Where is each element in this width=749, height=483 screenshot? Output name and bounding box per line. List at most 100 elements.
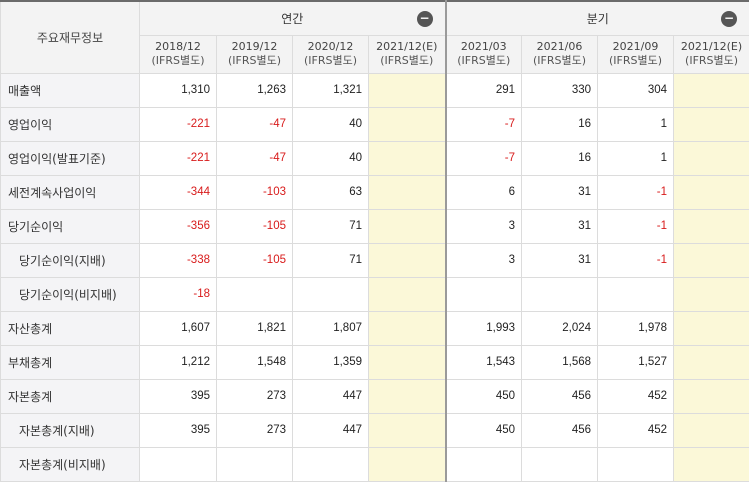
row-label: 당기순이익(비지배) bbox=[0, 276, 140, 312]
period-date: 2018/12 bbox=[155, 40, 201, 53]
row-label: 자본총계(비지배) bbox=[0, 446, 140, 482]
table-row: 당기순이익 -356 -105 71 3 31 -1 bbox=[0, 208, 749, 244]
quarterly-period-header: 2021/06 (IFRS별도) bbox=[521, 34, 599, 74]
annual-value-cell: 1,212 bbox=[139, 344, 217, 380]
quarterly-value-cell bbox=[521, 446, 599, 482]
quarterly-value-cell: 16 bbox=[521, 140, 599, 176]
quarterly-value-cell: 304 bbox=[597, 72, 675, 108]
quarterly-value-cell: 452 bbox=[597, 412, 675, 448]
quarterly-value-cell: 330 bbox=[521, 72, 599, 108]
annual-value-cell: 1,321 bbox=[292, 72, 369, 108]
annual-value-cell bbox=[367, 106, 447, 142]
annual-value-cell: 40 bbox=[292, 106, 369, 142]
quarterly-period-header: 2021/09 (IFRS별도) bbox=[597, 34, 675, 74]
annual-value-cell: 40 bbox=[292, 140, 369, 176]
quarterly-value-cell: 31 bbox=[521, 242, 599, 278]
quarterly-value-cell bbox=[521, 276, 599, 312]
row-label: 당기순이익 bbox=[0, 208, 140, 244]
quarterly-value-cell bbox=[673, 140, 749, 176]
annual-value-cell: -338 bbox=[139, 242, 217, 278]
annual-value-cell bbox=[367, 276, 447, 312]
annual-value-cell: 447 bbox=[292, 412, 369, 448]
annual-value-cell: 273 bbox=[216, 378, 293, 414]
row-label: 영업이익(발표기준) bbox=[0, 140, 140, 176]
annual-value-cell bbox=[367, 378, 447, 414]
row-label: 당기순이익(지배) bbox=[0, 242, 140, 278]
row-label: 매출액 bbox=[0, 72, 140, 108]
quarterly-period-header: 2021/03 (IFRS별도) bbox=[444, 34, 523, 74]
period-date: 2021/12(E) bbox=[680, 40, 743, 53]
quarterly-value-cell bbox=[444, 446, 523, 482]
quarterly-value-cell bbox=[673, 412, 749, 448]
annual-value-cell bbox=[367, 412, 447, 448]
annual-value-cell bbox=[367, 310, 447, 346]
table-row: 당기순이익(지배) -338 -105 71 3 31 -1 bbox=[0, 242, 749, 278]
row-label: 영업이익 bbox=[0, 106, 140, 142]
annual-value-cell bbox=[367, 446, 447, 482]
annual-value-cell: 273 bbox=[216, 412, 293, 448]
annual-value-cell: 71 bbox=[292, 242, 369, 278]
annual-value-cell: 1,548 bbox=[216, 344, 293, 380]
quarterly-value-cell: 1,993 bbox=[444, 310, 523, 346]
row-label: 자본총계(지배) bbox=[0, 412, 140, 448]
quarterly-value-cell bbox=[673, 446, 749, 482]
annual-value-cell: 395 bbox=[139, 378, 217, 414]
quarterly-value-cell: 2,024 bbox=[521, 310, 599, 346]
annual-value-cell: -221 bbox=[139, 140, 217, 176]
annual-value-cell: 1,807 bbox=[292, 310, 369, 346]
quarterly-value-cell: 1 bbox=[597, 140, 675, 176]
period-date: 2021/09 bbox=[612, 40, 659, 53]
annual-value-cell bbox=[367, 208, 447, 244]
row-label: 세전계속사업이익 bbox=[0, 174, 140, 210]
quarterly-value-cell: -1 bbox=[597, 174, 675, 210]
period-header-row: 2018/12 (IFRS별도) 2019/12 (IFRS별도) 2020/12 (IF… bbox=[1, 34, 749, 74]
annual-group-label: 연간 bbox=[281, 11, 304, 26]
quarterly-value-cell bbox=[673, 344, 749, 380]
period-basis: (IFRS별도) bbox=[380, 54, 434, 67]
annual-value-cell bbox=[292, 446, 369, 482]
quarterly-group-label: 분기 bbox=[586, 11, 609, 26]
annual-value-cell: 1,607 bbox=[139, 310, 217, 346]
quarterly-value-cell bbox=[673, 276, 749, 312]
annual-collapse-icon[interactable]: − bbox=[416, 11, 433, 27]
quarterly-value-cell: -1 bbox=[597, 208, 675, 244]
quarterly-value-cell bbox=[673, 242, 749, 278]
quarterly-value-cell bbox=[444, 276, 523, 312]
annual-value-cell bbox=[139, 446, 217, 482]
row-label: 자본총계 bbox=[0, 378, 140, 414]
annual-value-cell: -221 bbox=[139, 106, 217, 142]
annual-value-cell: -18 bbox=[139, 276, 217, 312]
annual-value-cell: 1,310 bbox=[139, 72, 217, 108]
quarterly-value-cell bbox=[597, 446, 675, 482]
annual-value-cell: -47 bbox=[216, 140, 293, 176]
quarterly-value-cell: 16 bbox=[521, 106, 599, 142]
period-basis: (IFRS별도) bbox=[685, 54, 739, 67]
quarterly-value-cell: 452 bbox=[597, 378, 675, 414]
period-date: 2021/12(E) bbox=[376, 40, 438, 53]
quarterly-value-cell: 3 bbox=[444, 208, 523, 244]
annual-value-cell: -105 bbox=[216, 242, 293, 278]
quarterly-value-cell bbox=[673, 378, 749, 414]
quarterly-value-cell bbox=[673, 106, 749, 142]
row-label: 자산총계 bbox=[0, 310, 140, 346]
annual-group-header: 연간 − bbox=[138, 0, 447, 36]
table-row: 자본총계 395 273 447 450 456 452 bbox=[0, 378, 749, 414]
table-row: 자산총계 1,607 1,821 1,807 1,993 2,024 1,978 bbox=[0, 310, 749, 346]
table-body: 매출액 1,310 1,263 1,321 291 330 304 영업이익 -221 -47 40… bbox=[0, 72, 749, 482]
period-date: 2021/06 bbox=[536, 40, 583, 53]
annual-value-cell: 1,263 bbox=[216, 72, 293, 108]
table-row: 세전계속사업이익 -344 -103 63 6 31 -1 bbox=[0, 174, 749, 210]
annual-value-cell: -103 bbox=[216, 174, 293, 210]
quarterly-collapse-icon[interactable]: − bbox=[721, 11, 738, 27]
quarterly-value-cell: 1 bbox=[597, 106, 675, 142]
quarterly-value-cell: -1 bbox=[597, 242, 675, 278]
table-row: 자본총계(비지배) bbox=[0, 446, 749, 482]
annual-period-header: 2021/12(E) (IFRS별도) bbox=[367, 34, 447, 74]
table-row: 영업이익(발표기준) -221 -47 40 -7 16 1 bbox=[0, 140, 749, 176]
quarterly-value-cell: 31 bbox=[521, 208, 599, 244]
annual-value-cell: 1,359 bbox=[292, 344, 369, 380]
quarterly-value-cell: 291 bbox=[444, 72, 523, 108]
quarterly-value-cell bbox=[673, 72, 749, 108]
annual-value-cell: -105 bbox=[216, 208, 293, 244]
